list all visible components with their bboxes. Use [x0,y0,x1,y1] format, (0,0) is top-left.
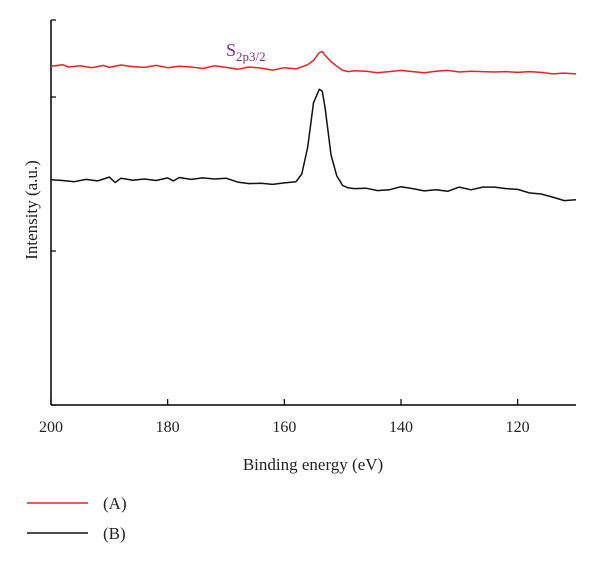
series-line-b [50,88,577,202]
x-axis-ticks [50,399,519,405]
legend: (A) (B) [27,494,127,543]
legend-label-a: (A) [103,494,127,513]
annotation-subscript: 2p3/2 [236,49,266,64]
x-axis-title: Binding energy (eV) [243,455,383,474]
peak-annotation: S2p3/2 [226,40,266,64]
x-tick-label: 140 [389,419,413,436]
x-axis-tick-labels: 200 180 160 140 120 [39,419,530,436]
y-axis-ticks [51,19,56,406]
x-tick-label: 160 [272,419,296,436]
series-lines [50,50,577,202]
x-tick-label: 120 [506,419,530,436]
y-axis-title: Intensity (a.u.) [22,160,41,260]
x-tick-label: 180 [156,419,180,436]
x-tick-label: 200 [39,419,63,436]
annotation-main: S [226,40,236,60]
series-line-a [50,50,577,75]
legend-label-b: (B) [103,524,126,543]
